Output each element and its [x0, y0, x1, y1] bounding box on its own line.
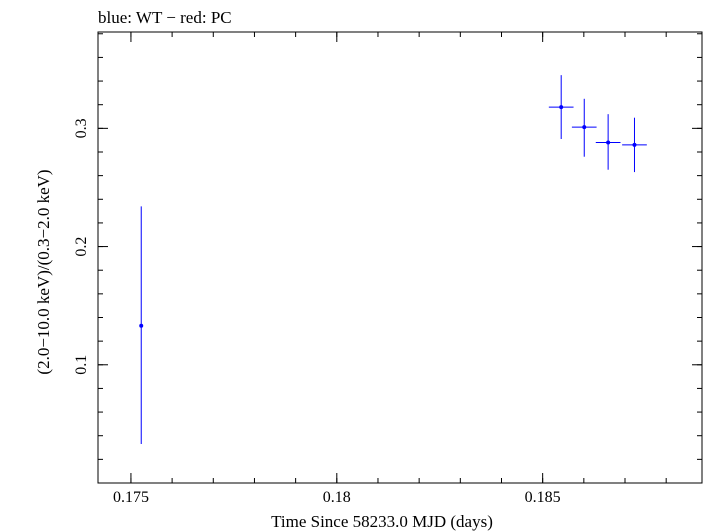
- x-axis-label: Time Since 58233.0 MJD (days): [271, 512, 493, 531]
- data-point: [606, 140, 611, 145]
- plot-frame: [97, 31, 703, 484]
- data-point-group: [595, 114, 621, 170]
- data-point-group: [571, 98, 597, 157]
- data-point: [632, 142, 637, 147]
- y-tick-label: 0.1: [73, 355, 90, 375]
- x-tick-label: 0.185: [525, 489, 561, 506]
- x-tick-label: 0.18: [323, 489, 351, 506]
- data-point-group: [548, 75, 574, 139]
- data-point: [139, 323, 144, 328]
- data-point: [582, 125, 587, 130]
- y-axis-label: (2.0−10.0 keV)/(0.3−2.0 keV): [34, 169, 53, 374]
- x-tick-label: 0.175: [113, 489, 149, 506]
- axes: 0.175 0.18 0.185 0.1 0.2 0.3: [73, 32, 702, 506]
- chart-title: blue: WT − red: PC: [98, 8, 232, 27]
- y-tick-label: 0.3: [73, 118, 90, 138]
- data-point-group: [622, 117, 647, 173]
- y-tick-label: 0.2: [73, 237, 90, 257]
- data-point-group: [139, 206, 144, 444]
- data-point: [559, 105, 564, 110]
- data-marks: [139, 75, 647, 444]
